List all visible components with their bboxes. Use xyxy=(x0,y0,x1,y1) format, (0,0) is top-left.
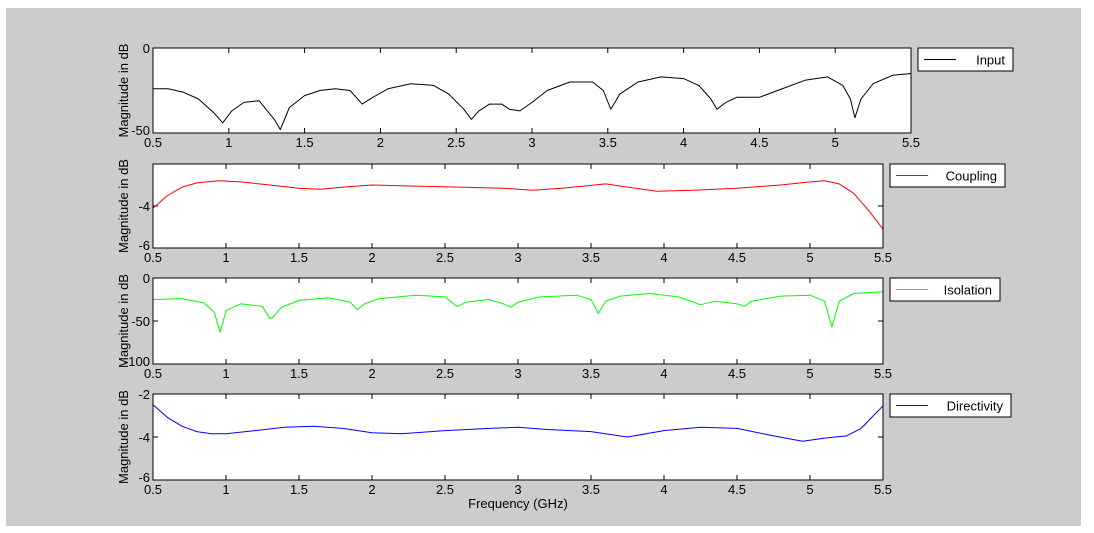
x-tick-label: 3.5 xyxy=(582,482,600,497)
x-tick-label: 1 xyxy=(222,482,229,497)
x-tick-label: 4 xyxy=(660,250,667,265)
axes-2-background xyxy=(153,164,883,248)
x-tick-label: 5 xyxy=(832,135,839,150)
y-axis-label: Magnitude in dB xyxy=(116,44,131,138)
x-tick-label: 2.5 xyxy=(447,135,465,150)
y-axis-label: Magnitude in dB xyxy=(116,390,131,484)
x-tick-label: 0.5 xyxy=(144,250,162,265)
x-tick-label: 2.5 xyxy=(436,366,454,381)
x-tick-label: 1 xyxy=(225,135,232,150)
axes-2-frame xyxy=(152,163,884,249)
x-tick-label: 4.5 xyxy=(728,366,746,381)
x-tick-label: 4 xyxy=(660,366,667,381)
x-tick-label: 2.5 xyxy=(436,482,454,497)
x-tick-label: 1.5 xyxy=(290,482,308,497)
x-tick-label: 4 xyxy=(680,135,687,150)
x-axis-label: Frequency (GHz) xyxy=(468,496,568,511)
x-tick-label: 1 xyxy=(222,250,229,265)
y-tick-label: -4 xyxy=(138,430,150,445)
axes-4-frame xyxy=(152,393,884,481)
legend-label: Isolation xyxy=(944,283,992,298)
x-tick-label: 1.5 xyxy=(296,135,314,150)
axes-4-background xyxy=(153,394,883,480)
x-tick-label: 3 xyxy=(514,250,521,265)
x-tick-label: 5.5 xyxy=(874,250,892,265)
y-axis-label: Magnitude in dB xyxy=(116,159,131,253)
legend-box xyxy=(889,393,1012,418)
y-axis-label: Magnitude in dB xyxy=(116,274,131,368)
x-tick-label: 5.5 xyxy=(902,135,920,150)
legend-label: Directivity xyxy=(947,399,1004,414)
x-tick-label: 0.5 xyxy=(144,366,162,381)
y-tick-label: -6 xyxy=(138,470,150,485)
legend-box xyxy=(917,47,1014,72)
x-tick-label: 1.5 xyxy=(290,366,308,381)
axes-3-background xyxy=(153,278,883,364)
series-line-input xyxy=(153,73,912,131)
x-tick-label: 4 xyxy=(660,482,667,497)
x-tick-label: 5 xyxy=(806,482,813,497)
x-tick-label: 5.5 xyxy=(874,482,892,497)
legend-box xyxy=(889,277,1001,302)
x-tick-label: 3.5 xyxy=(582,366,600,381)
y-tick-label: 0 xyxy=(143,41,150,56)
x-tick-label: 2.5 xyxy=(436,250,454,265)
x-tick-label: 2 xyxy=(368,366,375,381)
y-tick-label: -50 xyxy=(131,314,150,329)
legend-box xyxy=(889,163,1006,188)
x-tick-label: 5 xyxy=(806,366,813,381)
y-tick-label: -6 xyxy=(138,238,150,253)
x-tick-label: 5 xyxy=(806,250,813,265)
x-tick-label: 0.5 xyxy=(144,482,162,497)
x-tick-label: 3 xyxy=(514,366,521,381)
y-tick-label: -2 xyxy=(138,387,150,402)
legend-label: Coupling xyxy=(946,169,997,184)
x-tick-label: 0.5 xyxy=(144,135,162,150)
x-tick-label: 3 xyxy=(514,482,521,497)
y-tick-label: -100 xyxy=(124,354,150,369)
x-tick-label: 3.5 xyxy=(599,135,617,150)
x-tick-label: 4.5 xyxy=(728,250,746,265)
series-line-isolation xyxy=(152,291,884,333)
series-line-coupling xyxy=(152,180,884,230)
x-tick-label: 1 xyxy=(222,366,229,381)
x-tick-label: 3 xyxy=(528,135,535,150)
y-tick-label: 0 xyxy=(143,271,150,286)
axes-3-frame xyxy=(152,277,884,365)
figure: 0.5 1 1.5 2 2.5 3 3.5 4 4.5 5 5.5 0 -50 Magnitude in … xyxy=(6,8,1081,526)
x-tick-label: 2 xyxy=(368,250,375,265)
x-tick-label: 3.5 xyxy=(582,250,600,265)
y-tick-label: -50 xyxy=(131,123,150,138)
legend-label: Input xyxy=(976,53,1005,68)
x-tick-label: 4.5 xyxy=(728,482,746,497)
x-tick-label: 5.5 xyxy=(874,366,892,381)
axes-1-background xyxy=(153,48,911,133)
x-tick-label: 2 xyxy=(377,135,384,150)
x-tick-label: 2 xyxy=(368,482,375,497)
x-tick-label: 1.5 xyxy=(290,250,308,265)
x-tick-label: 4.5 xyxy=(750,135,768,150)
y-tick-label: -4 xyxy=(138,199,150,214)
axes-1-frame xyxy=(152,47,912,134)
series-line-directivity xyxy=(152,404,884,442)
